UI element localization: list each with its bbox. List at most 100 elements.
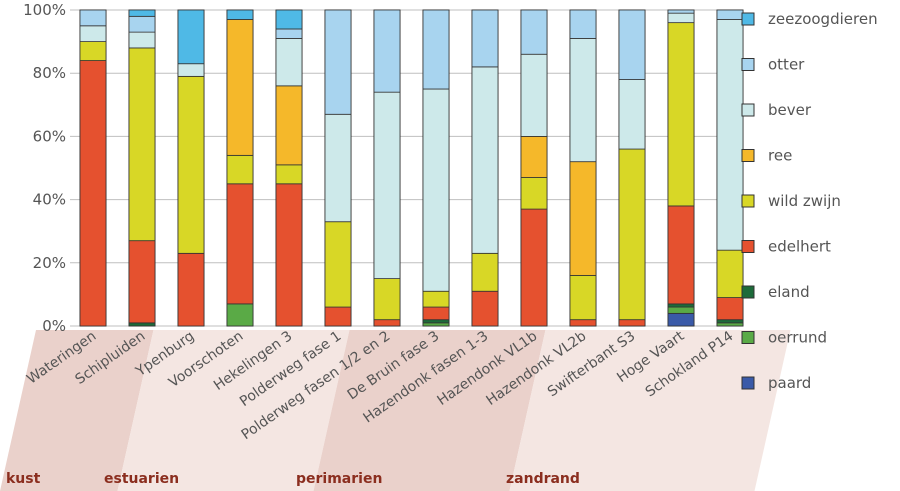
bar-segment xyxy=(618,148,646,321)
group-label: zandrand xyxy=(506,471,580,487)
bar-segment xyxy=(471,252,499,292)
legend-label: wild zwijn xyxy=(768,192,841,210)
bar-segment xyxy=(324,306,352,327)
bar-column xyxy=(128,9,156,327)
legend-swatch xyxy=(741,12,755,26)
bar-segment xyxy=(471,290,499,327)
bar-segment xyxy=(716,249,744,298)
bar-segment xyxy=(226,183,254,305)
bar-segment xyxy=(716,297,744,321)
legend-swatch xyxy=(741,285,755,299)
bar-column xyxy=(471,9,499,327)
bar-segment xyxy=(275,164,303,185)
bar-segment xyxy=(667,303,695,308)
bar-segment xyxy=(569,38,597,163)
bar-segment xyxy=(226,154,254,185)
bar-segment xyxy=(128,47,156,242)
bar-segment xyxy=(226,9,254,20)
bar-segment xyxy=(471,66,499,254)
legend-swatch xyxy=(741,149,755,162)
group-label: estuarien xyxy=(104,471,179,487)
bar-segment xyxy=(177,252,205,327)
bar-segment xyxy=(667,205,695,305)
bar-segment xyxy=(716,19,744,251)
legend-label: zeezoogdieren xyxy=(768,10,878,28)
bar-segment xyxy=(422,88,450,292)
bar-segment xyxy=(128,322,156,327)
bar-segment xyxy=(716,322,744,327)
bar-segment xyxy=(569,275,597,321)
group-band xyxy=(0,330,154,491)
bar-segment xyxy=(716,319,744,324)
bar-column xyxy=(373,9,401,327)
bar-column xyxy=(618,9,646,327)
legend-item: oerrund xyxy=(741,329,827,347)
group-labels: kust estuarien perimarien zandrand xyxy=(6,471,580,487)
bar-column xyxy=(324,9,352,327)
bar-segment xyxy=(520,208,548,327)
group-band xyxy=(313,330,546,491)
group-band xyxy=(509,330,791,491)
y-tick-label: 80% xyxy=(33,64,66,82)
bar-segment xyxy=(324,113,352,223)
group-label: perimarien xyxy=(296,471,382,487)
bar-segment xyxy=(324,221,352,308)
group-label: kust xyxy=(6,471,41,487)
bar-segment xyxy=(275,85,303,166)
legend-item: eland xyxy=(741,283,810,301)
legend-swatch xyxy=(741,331,755,344)
bar-segment xyxy=(667,22,695,207)
y-tick-label: 60% xyxy=(33,127,66,145)
legend-item: ree xyxy=(741,147,792,165)
y-tick-label: 20% xyxy=(33,254,66,272)
y-tick-label: 100% xyxy=(23,1,66,19)
bar-segment xyxy=(373,278,401,321)
group-band xyxy=(117,330,350,491)
bar-column xyxy=(79,9,107,327)
bar-segment xyxy=(177,63,205,77)
bar-segment xyxy=(226,19,254,156)
legend-swatch xyxy=(741,376,755,390)
bar-segment xyxy=(569,9,597,39)
bar-segment xyxy=(422,306,450,321)
bar-segment xyxy=(520,135,548,178)
bar-segment xyxy=(618,319,646,327)
bar-segment xyxy=(177,9,205,65)
bar-segment xyxy=(373,9,401,93)
bar-segment xyxy=(128,240,156,324)
bar-segment xyxy=(520,9,548,55)
legend: zeezoogdieren otter bever ree wild zwijn edel… xyxy=(741,10,878,392)
bar-segment xyxy=(422,9,450,90)
bar-column xyxy=(422,9,450,327)
bar-segment xyxy=(422,290,450,308)
bar-segment xyxy=(373,91,401,280)
legend-label: oerrund xyxy=(768,329,827,347)
bar-segment xyxy=(275,28,303,39)
bar-column xyxy=(275,9,303,327)
bar-segment xyxy=(520,177,548,210)
legend-label: ree xyxy=(768,147,792,165)
legend-item: bever xyxy=(741,101,812,119)
bar-segment xyxy=(618,79,646,150)
group-bands xyxy=(0,330,791,491)
bar-segment xyxy=(79,41,107,61)
legend-label: bever xyxy=(768,101,812,119)
bars xyxy=(79,9,744,327)
bar-segment xyxy=(569,319,597,327)
legend-item: otter xyxy=(741,56,805,74)
y-tick-label: 40% xyxy=(33,191,66,209)
bar-segment xyxy=(667,312,695,327)
legend-swatch xyxy=(741,58,755,71)
legend-item: wild zwijn xyxy=(741,192,841,210)
legend-label: edelhert xyxy=(768,238,831,256)
bar-segment xyxy=(275,9,303,30)
legend-label: paard xyxy=(768,374,811,392)
bar-segment xyxy=(275,183,303,327)
bar-segment xyxy=(618,9,646,80)
legend-item: paard xyxy=(741,374,811,392)
bar-segment xyxy=(79,9,107,27)
legend-label: otter xyxy=(768,56,805,74)
bar-column xyxy=(520,9,548,327)
bar-segment xyxy=(275,38,303,87)
y-tick-label: 0% xyxy=(42,317,66,335)
